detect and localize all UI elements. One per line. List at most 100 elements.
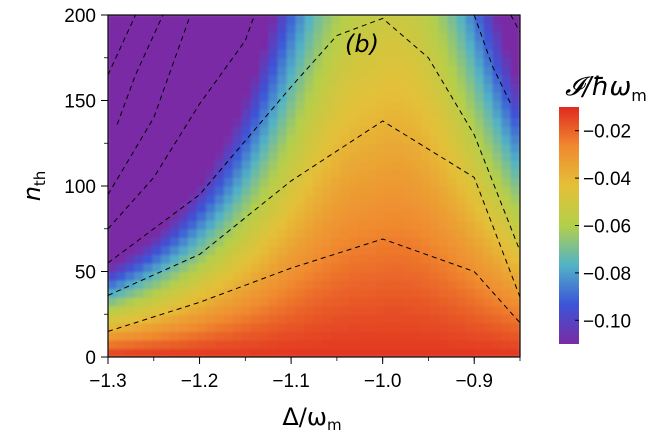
heatmap-cell: [483, 245, 494, 255]
heatmap-cell: [438, 228, 449, 238]
heatmap-cell: [376, 279, 387, 290]
heatmap-cell: [196, 22, 208, 33]
heatmap-cell: [429, 262, 440, 273]
heatmap-cell: [385, 134, 396, 144]
heatmap-cell: [456, 91, 467, 102]
heatmap-cell: [322, 313, 333, 324]
heatmap-cell: [214, 108, 226, 119]
heatmap-cell: [304, 279, 315, 290]
heatmap-cell: [223, 339, 234, 350]
heatmap-cell: [108, 74, 118, 84]
heatmap-cell: [483, 219, 494, 230]
heatmap-cell: [510, 108, 520, 119]
heatmap-cell: [340, 117, 351, 127]
heatmap-cell: [205, 236, 217, 247]
heatmap-cell: [501, 330, 512, 341]
heatmap-cell: [322, 305, 333, 315]
heatmap-cell: [152, 125, 163, 136]
heatmap-cell: [474, 65, 485, 76]
heatmap-cell: [510, 91, 520, 102]
heatmap-cell: [295, 185, 306, 196]
heatmap-cell: [376, 31, 387, 42]
heatmap-cell: [205, 176, 217, 187]
heatmap-cell: [402, 279, 414, 290]
heatmap-cell: [268, 236, 279, 247]
heatmap-cell: [340, 65, 351, 76]
heatmap-cell: [241, 193, 252, 204]
heatmap-cell: [322, 193, 333, 204]
heatmap-cell: [501, 31, 512, 42]
heatmap-cell: [179, 125, 190, 136]
heatmap-cell: [250, 262, 261, 273]
heatmap-cell: [304, 211, 315, 221]
heatmap-cell: [295, 99, 306, 110]
heatmap-cell: [402, 168, 414, 179]
heatmap-cell: [429, 339, 440, 350]
heatmap-cell: [143, 176, 154, 187]
heatmap-cell: [286, 279, 297, 290]
heatmap-cell: [385, 65, 396, 76]
heatmap-cell: [108, 211, 118, 221]
heatmap-cell: [214, 99, 226, 110]
heatmap-cell: [313, 134, 324, 144]
heatmap-cell: [268, 142, 279, 153]
heatmap-cell: [286, 185, 297, 196]
heatmap-cell: [474, 236, 485, 247]
heatmap-cell: [295, 117, 306, 127]
heatmap-cell: [385, 347, 396, 357]
heatmap-cell: [420, 99, 432, 110]
heatmap-cell: [268, 31, 279, 42]
heatmap-cell: [268, 296, 279, 307]
heatmap-cell: [108, 322, 118, 332]
heatmap-cell: [322, 185, 333, 196]
heatmap-cell: [134, 57, 145, 67]
heatmap-cell: [483, 48, 494, 59]
heatmap-cell: [277, 322, 288, 332]
heatmap-cell: [492, 185, 503, 196]
heatmap-cell: [161, 202, 172, 213]
heatmap-cell: [161, 296, 172, 307]
heatmap-cell: [420, 65, 432, 76]
heatmap-cell: [241, 253, 252, 264]
heatmap-cell: [134, 108, 145, 119]
heatmap-cell: [447, 202, 458, 213]
heatmap-cell: [304, 99, 315, 110]
heatmap-cell: [501, 288, 512, 298]
heatmap-cell: [501, 57, 512, 67]
heatmap-cell: [456, 347, 467, 357]
heatmap-cell: [474, 40, 485, 50]
heatmap-cell: [367, 65, 378, 76]
heatmap-cell: [313, 270, 324, 281]
heatmap-cell: [232, 193, 243, 204]
heatmap-cell: [268, 99, 279, 110]
heatmap-cell: [295, 288, 306, 298]
heatmap-cell: [214, 31, 226, 42]
heatmap-cell: [340, 48, 351, 59]
heatmap-cell: [465, 228, 476, 238]
heatmap-cell: [492, 82, 503, 93]
heatmap-cell: [474, 168, 485, 179]
heatmap-cell: [438, 99, 449, 110]
heatmap-cell: [152, 108, 163, 119]
heatmap-cell: [402, 193, 414, 204]
heatmap-cell: [277, 22, 288, 33]
heatmap-cell: [250, 91, 261, 102]
heatmap-cell: [232, 142, 243, 153]
contour-line-8: [473, 15, 512, 105]
heatmap-cell: [438, 296, 449, 307]
heatmap-cell: [152, 330, 163, 341]
heatmap-cell: [474, 99, 485, 110]
heatmap-cell: [447, 134, 458, 144]
heatmap-cell: [304, 168, 315, 179]
heatmap-cell: [367, 305, 378, 315]
heatmap-cell: [331, 159, 342, 170]
heatmap-cell: [214, 185, 226, 196]
heatmap-cell: [286, 347, 297, 357]
heatmap-cell: [188, 125, 199, 136]
heatmap-cell: [232, 22, 243, 33]
heatmap-cell: [196, 91, 208, 102]
heatmap-cell: [134, 15, 145, 25]
heatmap-cell: [402, 339, 414, 350]
heatmap-cell: [170, 91, 181, 102]
